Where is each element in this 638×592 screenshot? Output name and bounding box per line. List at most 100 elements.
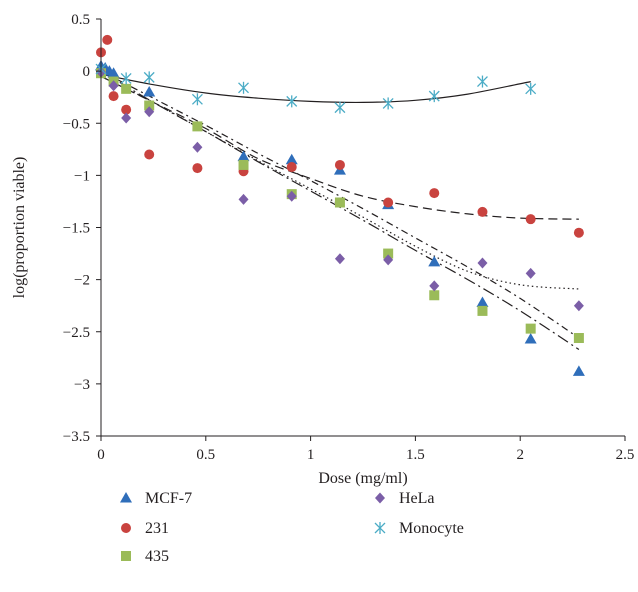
legend-label: 435 (145, 548, 169, 565)
square-marker (192, 121, 203, 132)
data-point (143, 71, 155, 84)
data-point (334, 197, 345, 208)
x-tick-label: 1.5 (406, 447, 425, 463)
data-point (334, 253, 345, 265)
data-point (383, 254, 394, 266)
diamond-marker (383, 254, 394, 266)
legend-item-231: 231 (121, 520, 169, 537)
y-tick-label: −1 (74, 168, 90, 184)
circle-marker (429, 188, 440, 199)
circle-marker (477, 206, 488, 217)
data-point (524, 333, 537, 344)
square-marker (121, 83, 132, 94)
legend-item-435: 435 (121, 548, 169, 565)
square-marker (121, 551, 131, 561)
data-point (334, 159, 345, 170)
circle-marker (286, 162, 297, 173)
data-point (238, 193, 249, 205)
data-point (477, 257, 488, 269)
data-point (121, 104, 132, 115)
y-tick-label: 0.5 (71, 12, 90, 28)
diamond-marker (121, 112, 132, 124)
x-tick-label: 0.5 (196, 447, 215, 463)
data-point (107, 67, 120, 78)
data-point (573, 227, 584, 238)
square-marker (144, 100, 155, 111)
diamond-marker (573, 300, 584, 312)
data-point (525, 82, 537, 95)
data-point (120, 72, 132, 85)
legend-item-hela: HeLa (375, 490, 435, 507)
square-marker (383, 248, 394, 259)
y-axis-title: log(proportion viable) (11, 157, 28, 299)
data-point (238, 159, 249, 170)
data-point (237, 150, 250, 162)
square-marker (238, 159, 249, 170)
triangle-marker (285, 153, 298, 165)
x-tick-label: 2 (516, 447, 524, 463)
data-point (192, 163, 203, 174)
series-231 (96, 34, 584, 238)
data-point (102, 34, 113, 45)
legend-marker (120, 492, 132, 503)
data-point (121, 112, 132, 124)
x-tick-label: 0 (97, 447, 105, 463)
data-point (525, 267, 536, 279)
square-marker (334, 197, 345, 208)
data-point (191, 93, 203, 106)
y-tick-label: −2 (74, 273, 90, 289)
trendline-mcf-7 (100, 70, 580, 339)
square-marker (573, 333, 584, 344)
data-point (382, 97, 394, 110)
y-tick-label: −2.5 (63, 325, 90, 341)
diamond-marker (144, 106, 155, 118)
diamond-marker (108, 80, 119, 92)
data-point (428, 255, 441, 267)
diamond-marker (286, 190, 297, 202)
circle-marker (192, 163, 203, 174)
diamond-marker (334, 253, 345, 265)
data-point (192, 141, 203, 153)
legend-item-monocyte: Monocyte (374, 520, 464, 537)
circle-marker (383, 197, 394, 208)
data-point (477, 305, 488, 316)
data-point (144, 149, 155, 160)
data-point (477, 206, 488, 217)
data-point (383, 197, 394, 208)
triangle-marker (476, 296, 489, 308)
legend-label: MCF-7 (145, 490, 192, 507)
circle-marker (525, 214, 536, 225)
data-point (286, 95, 298, 108)
legend-item-mcf-7: MCF-7 (120, 490, 192, 507)
data-point (285, 153, 298, 165)
data-markers (95, 34, 585, 376)
data-point (144, 106, 155, 118)
legend-marker (121, 523, 131, 533)
trendline-231 (100, 75, 579, 220)
data-point (144, 100, 155, 111)
data-point (286, 190, 297, 202)
series-hela (96, 66, 584, 312)
diamond-marker (375, 492, 385, 504)
y-tick-label: −1.5 (63, 221, 90, 237)
triangle-marker (428, 255, 441, 267)
legend-label: 231 (145, 520, 169, 537)
data-point (286, 162, 297, 173)
x-tick-label: 1 (307, 447, 315, 463)
legend-marker (374, 522, 386, 534)
data-point (476, 296, 489, 308)
triangle-marker (237, 150, 250, 162)
square-marker (477, 305, 488, 316)
data-point (572, 365, 585, 376)
triangle-marker (572, 365, 585, 376)
square-marker (525, 323, 536, 334)
y-tick-label: −0.5 (63, 116, 90, 132)
diamond-marker (429, 280, 440, 292)
legend-marker (375, 492, 385, 504)
data-point (573, 333, 584, 344)
x-tick-label: 2.5 (616, 447, 635, 463)
circle-marker (102, 34, 113, 45)
triangle-marker (143, 85, 156, 97)
data-point (525, 214, 536, 225)
